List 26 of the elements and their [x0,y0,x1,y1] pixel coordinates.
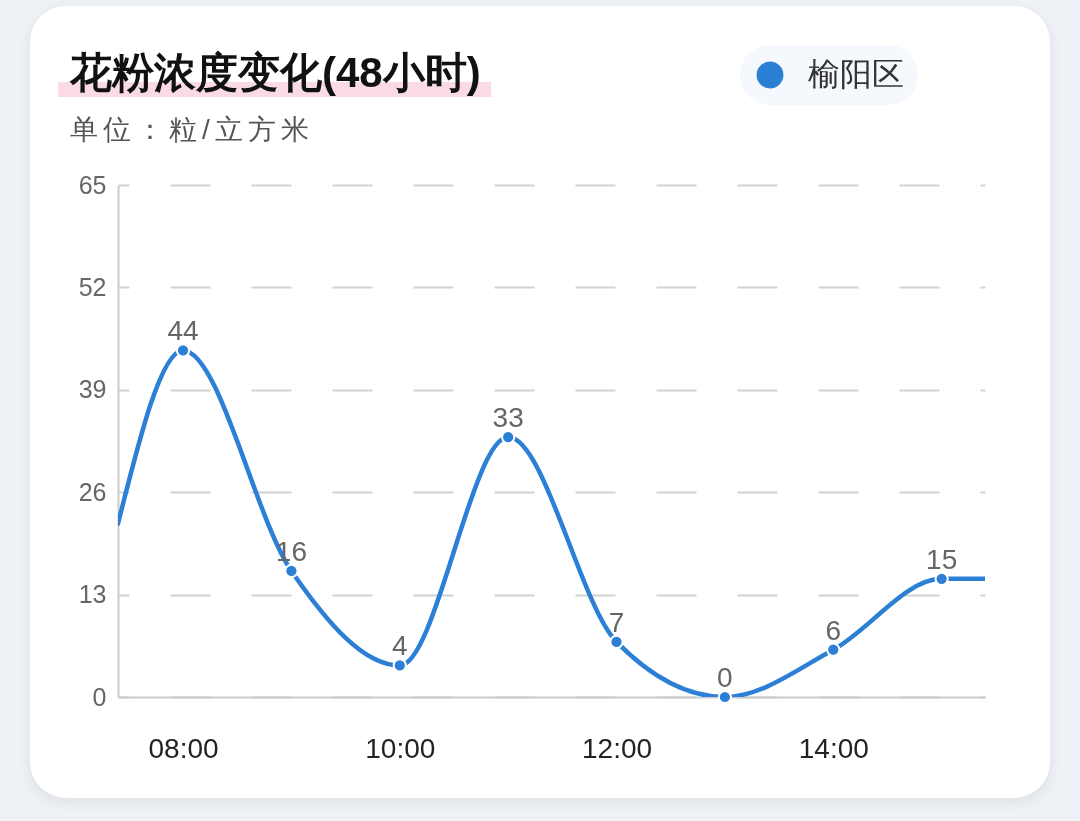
x-tick-label: 08:00 [148,732,219,764]
y-tick-label: 39 [78,375,107,404]
point [934,571,949,586]
point [175,343,191,358]
data-label: 7 [608,606,625,638]
data-label: 33 [492,402,524,434]
data-label: 15 [926,543,958,575]
point [826,642,841,657]
chart-subtitle: 单位：粒/立方米 [70,114,314,146]
point [392,658,407,673]
data-label: 4 [391,630,408,662]
legend-label: 榆阳区 [808,56,904,92]
y-tick-label: 0 [92,682,107,711]
y-tick-label: 65 [78,170,107,199]
data-label: 6 [825,614,842,646]
x-tick-label: 12:00 [581,732,653,764]
data-label: 0 [717,662,733,693]
point [284,563,299,579]
y-tick-label: 26 [78,477,107,506]
x-tick-label: 14:00 [798,732,869,764]
y-tick-label: 52 [78,272,107,301]
x-tick-label: 10:00 [365,732,436,764]
y-tick-label: 13 [78,580,107,609]
chart-title: 花粉浓度变化(48小时) [68,49,482,98]
data-label: 44 [167,315,199,347]
point [609,634,624,649]
